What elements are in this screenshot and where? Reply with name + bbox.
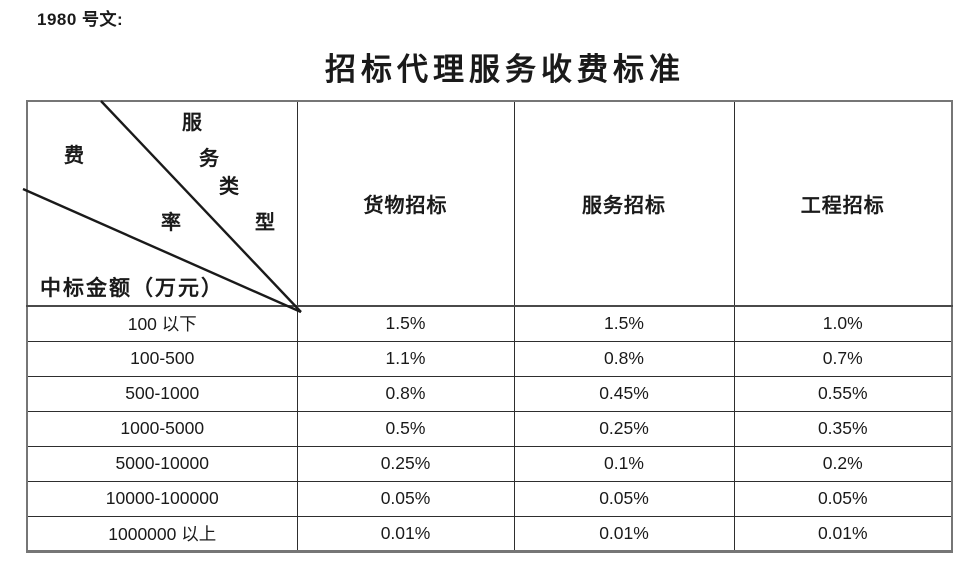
goods-rate-cell: 0.05%: [296, 480, 515, 517]
service-type-char-1: 服: [182, 112, 202, 134]
service-rate-cell: 0.05%: [513, 480, 735, 517]
table-row: 10000-100000 0.05% 0.05% 0.05%: [26, 480, 953, 517]
bid-amount-axis-label: 中标金额（万元）: [40, 276, 224, 300]
fee-standard-table: 费 率 服 务 类 型 中标金额（万元） 货物招标 服务招标 工程招标 100 …: [22, 100, 953, 553]
service-rate-cell: 1.5%: [513, 305, 735, 342]
engineering-rate-cell: 1.0%: [733, 305, 953, 342]
table-header-row: 费 率 服 务 类 型 中标金额（万元） 货物招标 服务招标 工程招标: [22, 100, 953, 314]
fee-rate-char-1: 费: [64, 145, 84, 167]
table-row: 500-1000 0.8% 0.45% 0.55%: [26, 375, 953, 412]
amount-range-cell: 1000-5000: [26, 410, 298, 447]
engineering-rate-cell: 0.05%: [733, 480, 953, 517]
goods-rate-cell: 0.01%: [296, 515, 515, 552]
column-header-engineering: 工程招标: [733, 100, 953, 307]
service-rate-cell: 0.1%: [513, 445, 735, 482]
engineering-rate-cell: 0.7%: [733, 340, 953, 377]
diagonal-corner-cell: 费 率 服 务 类 型 中标金额（万元）: [22, 100, 302, 314]
goods-rate-cell: 0.8%: [296, 375, 515, 412]
service-type-char-4: 型: [255, 212, 275, 234]
table-row: 1000000 以上 0.01% 0.01% 0.01%: [26, 515, 953, 552]
fee-rate-char-2: 率: [161, 212, 181, 234]
goods-rate-cell: 1.1%: [296, 340, 515, 377]
table-row: 5000-10000 0.25% 0.1% 0.2%: [26, 445, 953, 482]
amount-range-cell: 100-500: [26, 340, 298, 377]
service-rate-cell: 0.8%: [513, 340, 735, 377]
column-header-service: 服务招标: [513, 100, 735, 307]
table-row: 100-500 1.1% 0.8% 0.7%: [26, 340, 953, 377]
engineering-rate-cell: 0.01%: [733, 515, 953, 552]
service-rate-cell: 0.01%: [513, 515, 735, 552]
amount-range-cell: 500-1000: [26, 375, 298, 412]
engineering-rate-cell: 0.35%: [733, 410, 953, 447]
goods-rate-cell: 0.5%: [296, 410, 515, 447]
page-title: 招标代理服务收费标准: [325, 52, 685, 87]
service-type-char-2: 务: [199, 148, 219, 170]
amount-range-cell: 100 以下: [26, 305, 298, 342]
goods-rate-cell: 0.25%: [296, 445, 515, 482]
doc-number-label: 1980 号文:: [37, 10, 124, 29]
amount-range-cell: 5000-10000: [26, 445, 298, 482]
goods-rate-cell: 1.5%: [296, 305, 515, 342]
column-header-goods: 货物招标: [296, 100, 515, 307]
table-row: 1000-5000 0.5% 0.25% 0.35%: [26, 410, 953, 447]
amount-range-cell: 10000-100000: [26, 480, 298, 517]
engineering-rate-cell: 0.55%: [733, 375, 953, 412]
diagonal-divider-lines: [22, 100, 302, 314]
service-rate-cell: 0.25%: [513, 410, 735, 447]
service-rate-cell: 0.45%: [513, 375, 735, 412]
amount-range-cell: 1000000 以上: [26, 515, 298, 552]
table-row: 100 以下 1.5% 1.5% 1.0%: [26, 305, 953, 342]
service-type-char-3: 类: [219, 176, 239, 198]
engineering-rate-cell: 0.2%: [733, 445, 953, 482]
